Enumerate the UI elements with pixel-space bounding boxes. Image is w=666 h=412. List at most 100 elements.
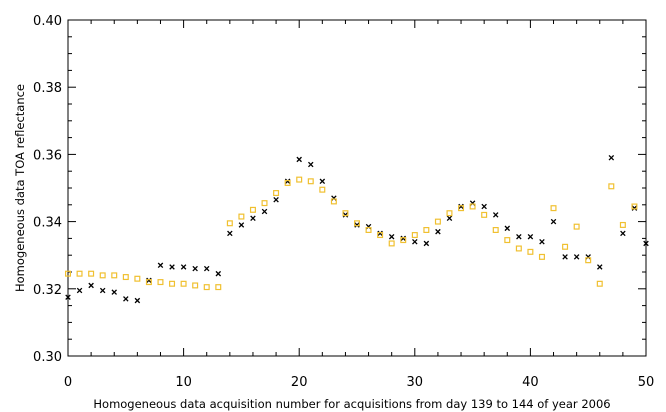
x-point — [134, 297, 141, 304]
x-point — [99, 287, 106, 294]
square-point — [527, 248, 534, 255]
x-point — [412, 239, 418, 245]
square-point — [423, 227, 430, 234]
square-point — [562, 243, 569, 250]
x-point — [203, 265, 210, 272]
x-point — [585, 254, 591, 260]
square-point — [249, 206, 256, 213]
square-point — [203, 284, 210, 291]
plot-frame — [67, 19, 647, 357]
x-point — [573, 254, 580, 260]
x-point — [192, 265, 198, 272]
x-point — [423, 240, 430, 247]
x-point — [504, 225, 511, 232]
tick-labels: 0 10 20 30 40 50 0.30 0.32 0.34 0.36 0.38 0.40 — [33, 14, 654, 390]
square-point — [76, 270, 83, 277]
x-point — [435, 228, 441, 235]
x-point — [458, 203, 464, 210]
x-point — [562, 254, 568, 260]
x-tick-label: 20 — [291, 375, 308, 390]
square-point — [458, 205, 465, 212]
x-point — [157, 262, 164, 269]
x-point — [400, 235, 406, 242]
x-axis-label: Homogeneous data acquisition number for … — [93, 397, 610, 411]
x-point — [273, 197, 279, 203]
square-point — [215, 284, 222, 291]
x-point — [550, 218, 557, 225]
y-axis-label: Homogeneous data TOA reflectance — [13, 84, 27, 292]
x-tick-label: 10 — [175, 375, 192, 390]
x-point — [539, 239, 545, 245]
x-point — [261, 208, 268, 215]
x-point — [123, 296, 129, 302]
square-point — [157, 279, 164, 286]
x-point — [608, 155, 615, 161]
square-point — [354, 220, 361, 227]
x-point — [377, 230, 383, 237]
x-point — [215, 270, 222, 277]
square-point — [365, 227, 372, 234]
x-point — [250, 215, 256, 221]
square-point — [585, 257, 592, 264]
square-point — [88, 270, 95, 277]
square-point — [608, 183, 615, 190]
square-point — [492, 227, 499, 234]
y-tick-label: 0.32 — [33, 283, 62, 298]
square-point — [377, 232, 384, 239]
x-tick-label: 0 — [64, 375, 72, 390]
y-tick-label: 0.38 — [33, 81, 62, 96]
x-point — [76, 287, 83, 294]
square-point — [538, 253, 545, 260]
x-point — [597, 264, 603, 270]
x-point — [227, 230, 233, 237]
x-tick-label: 30 — [407, 375, 424, 390]
x-point — [88, 282, 94, 289]
square-point — [434, 218, 441, 225]
square-point — [64, 270, 71, 277]
x-point — [284, 178, 291, 185]
x-point — [481, 203, 487, 210]
square-point — [400, 237, 407, 244]
square-point — [469, 203, 476, 210]
y-tick-label: 0.36 — [33, 148, 62, 163]
x-point — [446, 215, 453, 221]
square-point — [330, 198, 337, 205]
x-point — [469, 200, 476, 206]
tick-marks — [67, 19, 647, 357]
data-points — [64, 155, 649, 304]
square-point — [515, 245, 522, 252]
x-point — [342, 212, 349, 218]
square-point — [481, 211, 488, 218]
y-tick-label: 0.40 — [33, 14, 62, 29]
square-point — [273, 190, 280, 197]
y-tick-label: 0.34 — [33, 216, 62, 231]
x-point — [631, 205, 638, 211]
square-point — [261, 200, 268, 207]
square-point — [226, 220, 233, 227]
x-point — [643, 240, 649, 247]
square-point — [134, 275, 141, 282]
square-point — [388, 240, 395, 247]
square-point — [504, 237, 511, 244]
square-point — [342, 210, 349, 217]
x-point — [111, 289, 117, 295]
square-point — [573, 223, 580, 230]
square-point — [411, 232, 418, 239]
square-point — [180, 280, 187, 287]
square-point — [238, 213, 245, 220]
x-point — [180, 264, 187, 270]
square-point — [550, 205, 557, 212]
x-point — [308, 161, 314, 168]
x-point — [492, 212, 499, 218]
x-point — [620, 230, 626, 237]
x-point — [365, 223, 372, 230]
square-point — [192, 282, 199, 289]
x-point — [238, 222, 245, 228]
x-point — [516, 233, 522, 240]
square-point — [319, 186, 326, 193]
square-point — [446, 210, 453, 217]
x-point — [354, 222, 360, 228]
x-point — [331, 195, 337, 201]
square-point — [122, 274, 129, 281]
